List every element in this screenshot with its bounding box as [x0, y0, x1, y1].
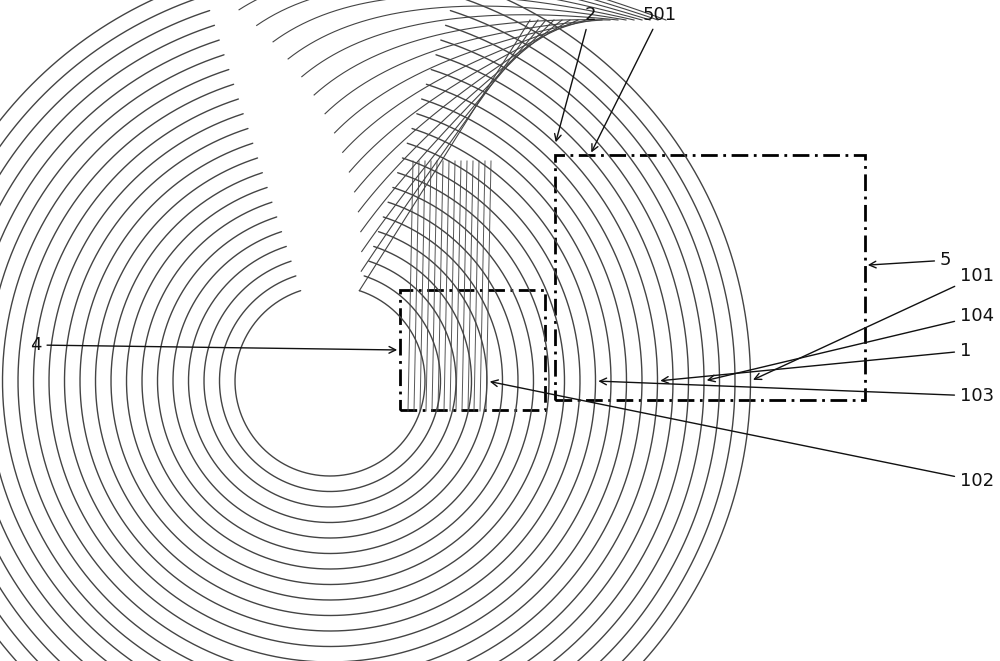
Text: 102: 102 [491, 380, 994, 490]
Text: 101: 101 [754, 267, 994, 379]
Text: 5: 5 [869, 251, 952, 269]
Text: 2: 2 [555, 6, 596, 141]
Text: 4: 4 [30, 336, 396, 354]
Text: 103: 103 [600, 378, 994, 405]
Text: 1: 1 [662, 342, 971, 383]
Bar [555, 155, 865, 400]
Text: 501: 501 [592, 6, 677, 151]
Text: 104: 104 [708, 307, 994, 381]
Bar [400, 290, 545, 410]
